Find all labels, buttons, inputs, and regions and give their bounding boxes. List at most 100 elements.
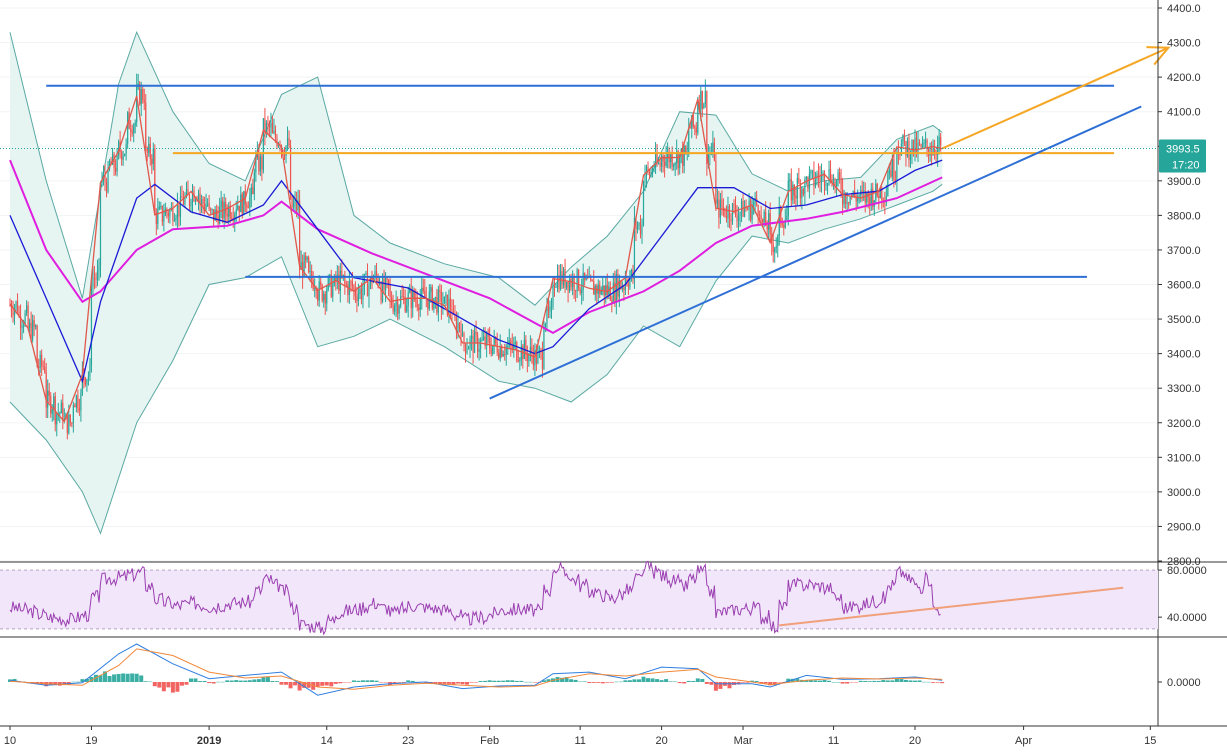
bollinger-band-fill [10,32,943,534]
candle-body [111,154,114,165]
macd-histogram-bar [922,681,927,683]
macd-panel[interactable] [8,643,945,696]
macd-histogram-bar [261,677,266,682]
candle-body [110,160,112,165]
candle-body [909,154,912,160]
macd-histogram-bar [297,682,302,691]
candle-body [810,171,812,174]
candle-body [133,125,135,134]
candle-body [140,88,142,105]
projection-arrow-line[interactable] [941,46,1169,150]
macd-histogram-bar [193,678,198,682]
candle-body [664,161,666,166]
time-axis-tick-label: 11 [828,735,839,747]
candle-body [33,320,35,327]
macd-histogram-bar [279,682,284,685]
price-axis-tick-label: 3200.0 [1167,418,1201,430]
candle-body [832,181,835,186]
candle-body [366,273,369,297]
macd-histogram-bar [808,680,813,682]
macd-histogram-bar [523,681,528,683]
candle-body [514,342,516,344]
price-panel[interactable] [0,7,1171,562]
candle-body [722,207,725,209]
candle-body [611,300,613,303]
macd-histogram-bar [614,681,619,683]
candle-body [682,149,684,166]
support-trendline[interactable] [489,105,1142,400]
candle-body [9,305,11,307]
candle-body [842,189,844,205]
price-axis-tick-label: 3400.0 [1167,349,1201,361]
candle-body [442,303,444,308]
candle-body [72,405,74,424]
candle-body [541,351,544,369]
candle-body [505,346,507,355]
macd-histogram-bar [501,680,506,682]
candle-body [386,277,388,280]
candle-body [368,285,370,297]
candle-body [891,158,893,177]
candle-body [77,395,79,409]
candle-body [185,188,188,197]
macd-histogram-bar [184,682,189,685]
candle-body [753,202,755,206]
macd-histogram-bar [451,682,456,685]
rsi-panel[interactable] [0,560,1158,636]
candle-body [339,270,341,291]
macd-histogram-bar [695,678,700,682]
candle-body [621,287,623,290]
candle-body [431,287,433,309]
candle-body [228,206,230,217]
candle-body [762,218,764,223]
candle-body [799,182,801,199]
candle-body [885,196,887,203]
macd-histogram-bar [940,682,945,684]
drawing-annotations[interactable] [46,46,1171,400]
last-price-badge-box [1159,139,1206,173]
candle-body [267,122,269,125]
candle-body [181,196,183,199]
macd-histogram-bar [881,680,886,682]
candle-body [400,296,402,307]
rsi-trendline[interactable] [779,586,1124,627]
candle-body [47,390,49,408]
candle-body [757,205,759,215]
candle-body [440,291,442,308]
candle-body [262,118,264,170]
candle-body [418,307,420,310]
macd-histogram-bar [632,679,637,682]
candle-body [590,276,592,280]
candle-body [143,99,145,103]
candle-body [461,333,464,337]
macd-histogram-bar [903,679,908,682]
candle-body [163,215,165,222]
candle-body [327,277,329,290]
candle-body [659,162,661,167]
candle-body [535,349,538,364]
macd-histogram-bar [202,681,207,682]
candle-body [555,286,557,288]
macd-histogram-bar [641,676,646,682]
candle-body [498,352,500,359]
candle-body [565,282,568,288]
price-axis[interactable]: 4400.04300.04200.04100.04000.03900.03800… [1158,3,1201,568]
projection-arrow-head[interactable] [1146,46,1171,66]
candle-body [792,184,794,201]
candle-body [90,286,93,365]
time-axis-tick-label: 11 [574,735,585,747]
candle-body [561,271,563,286]
time-axis[interactable]: 10 19 2019 14 23 Feb 11 20 Mar 11 20 Apr 15 [4,726,1157,747]
candle-body [220,200,222,208]
candle-body [838,172,841,179]
candle-body [653,167,655,169]
candle-body [731,203,734,222]
candle-body [317,291,319,301]
candle-body [439,290,441,292]
macd-histogram-bar [528,681,533,683]
candle-body [483,336,485,340]
candle-body [540,349,542,352]
candle-body [926,140,928,148]
candle-body [139,83,141,105]
